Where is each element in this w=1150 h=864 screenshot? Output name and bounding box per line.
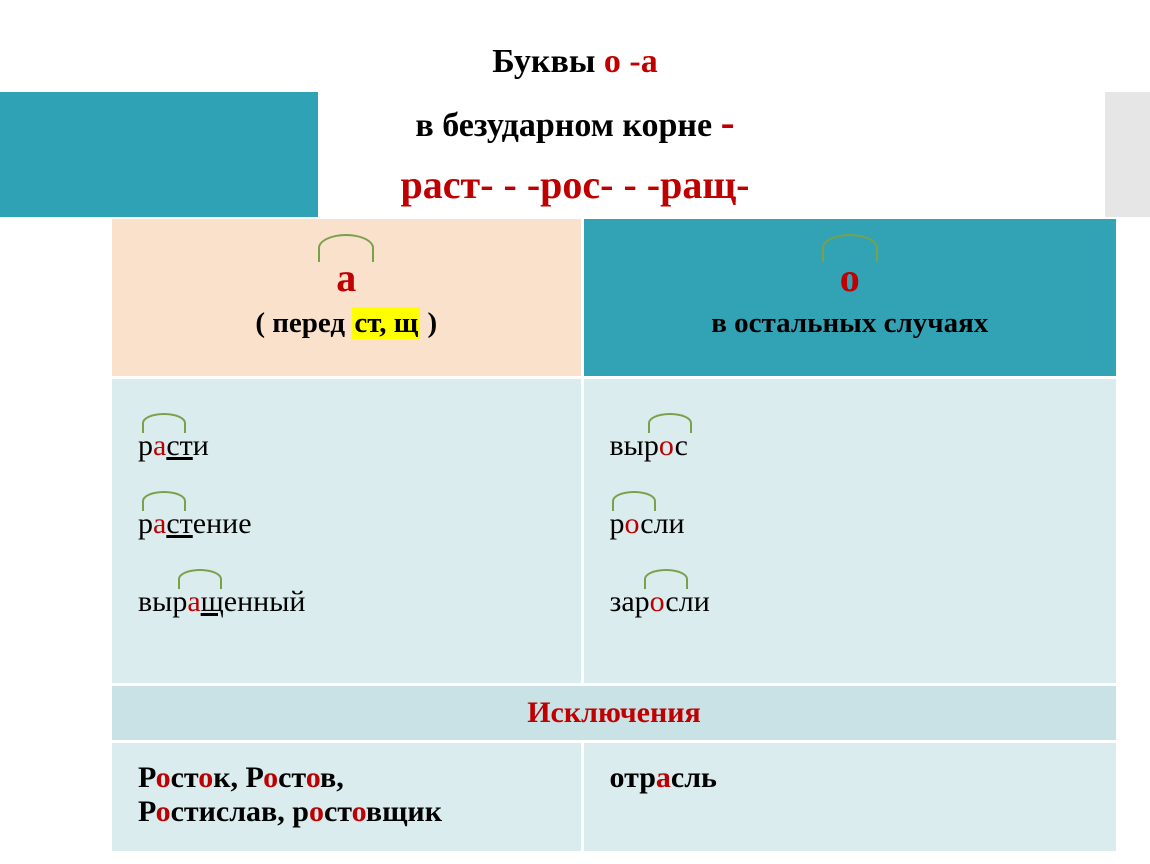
footer-row: Росток, Ростов,Ростислав, ростовщик отра… [112,741,1116,851]
exceptions-label: Исключения [112,684,1116,741]
arc-icon [178,569,222,589]
title-line-1: Буквы о -а [0,43,1150,81]
arc-icon [644,569,688,589]
title-line-2: в безударном корне - [0,99,1150,147]
footer-a-cell: Росток, Ростов,Ростислав, ростовщик [112,741,582,851]
text-fragment: о [263,761,278,794]
subtitle-o: в остальных случаях [584,307,1117,340]
sub-a-open: ( перед [255,307,352,339]
text-fragment: ст [324,795,352,828]
text-fragment: о [309,795,324,828]
title-1-text: Буквы [492,43,604,80]
text-fragment: Р [138,761,156,794]
text-fragment: о [352,795,366,828]
example-word: расти [138,429,209,463]
text-fragment: ст [278,761,306,794]
text-fragment: Р [138,795,156,828]
header-row: а ( перед ст, щ ) о в остальных случаях [112,219,1116,377]
text-fragment: о [156,761,171,794]
footer-o-cell: отрасль [582,741,1116,851]
title-2-text: в безударном корне [415,107,720,144]
example-word: растение [138,507,252,541]
subtitle-a: ( перед ст, щ ) [112,307,581,340]
example-word: вырос [610,429,688,463]
rule-table: а ( перед ст, щ ) о в остальных случаях … [112,219,1116,851]
title-line-3: раст- - -рос- - -ращ- [0,161,1150,208]
text-fragment: отр [610,761,656,794]
title-2-dash: - [721,100,735,146]
sub-a-highlight: ст, щ [352,307,420,339]
arc-icon [142,413,186,433]
text-fragment: о [198,761,213,794]
example-word: заросли [610,585,710,619]
arc-icon [612,491,656,511]
text-fragment: стислав, р [171,795,309,828]
examples-row: расти растение выращенный вырос росли заросл… [112,377,1116,684]
title-block: Буквы о -а в безударном корне - раст- - … [0,43,1150,208]
text-fragment: в, [320,761,344,794]
text-fragment: к, Р [213,761,263,794]
example-word: росли [610,507,685,541]
examples-a-cell: расти растение выращенный [112,377,582,684]
examples-o-cell: вырос росли заросли [582,377,1116,684]
arc-icon [318,234,374,262]
text-fragment: а [656,761,671,794]
arc-icon [822,234,878,262]
text-fragment: вщик [366,795,442,828]
text-fragment: ст [171,761,199,794]
exceptions-row: Исключения [112,684,1116,741]
arc-icon [142,491,186,511]
text-fragment: о [306,761,320,794]
title-1-red: о -а [604,43,658,80]
text-fragment: сль [671,761,717,794]
header-cell-o: о в остальных случаях [582,219,1116,377]
sub-a-close: ) [420,307,437,339]
arc-icon [648,413,692,433]
header-cell-a: а ( перед ст, щ ) [112,219,582,377]
text-fragment: о [156,795,171,828]
example-word: выращенный [138,585,305,619]
